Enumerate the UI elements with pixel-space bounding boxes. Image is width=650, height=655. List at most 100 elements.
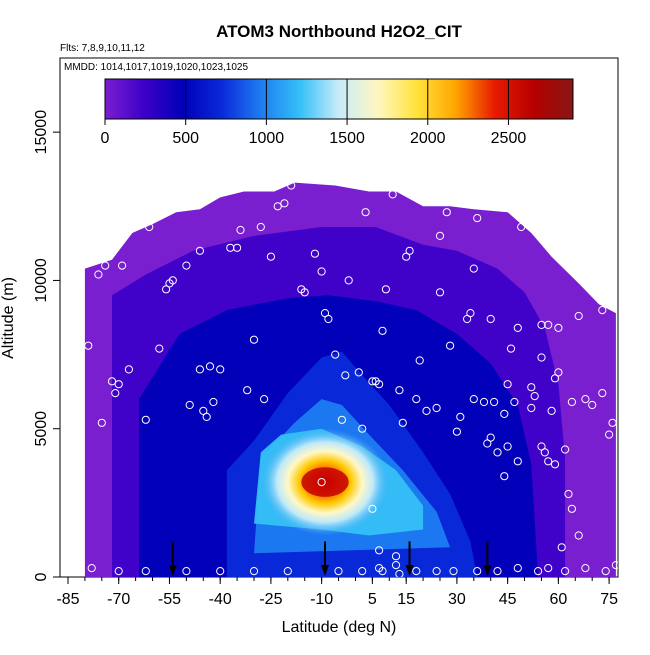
sample-point: [398, 418, 407, 427]
sample-point: [391, 561, 401, 570]
sample-point: [506, 344, 516, 353]
sample-point: [233, 243, 242, 252]
sample-point: [243, 386, 252, 395]
x-tick-label: -40: [209, 591, 232, 608]
sample-point: [155, 344, 164, 353]
chart-title: ATOM3 Northbound H2O2_CIT: [216, 22, 462, 41]
sample-point: [402, 252, 411, 261]
sample-point: [446, 341, 455, 350]
sample-point: [216, 365, 225, 374]
profile-marker-arrow: [483, 541, 492, 576]
sample-point: [195, 365, 204, 374]
sample-point: [114, 380, 123, 389]
sample-point: [466, 309, 475, 318]
sample-point: [473, 567, 482, 576]
sample-point: [87, 564, 96, 573]
sample-point: [432, 567, 441, 576]
sample-point: [452, 427, 461, 436]
sample-point: [368, 377, 377, 386]
sample-point: [493, 567, 502, 576]
colorbar: 0 500 1000 1500 2000 2500: [101, 78, 574, 147]
sample-point: [185, 400, 194, 410]
sample-point: [331, 350, 340, 359]
sample-point: [500, 472, 509, 481]
sample-point: [368, 504, 377, 513]
sample-point: [517, 222, 526, 232]
sample-point: [354, 368, 363, 377]
sample-point: [256, 222, 265, 232]
sample-point: [527, 403, 536, 413]
sample-point: [527, 383, 536, 392]
sample-point: [199, 406, 208, 415]
sample-point: [388, 190, 397, 199]
sample-point: [588, 400, 597, 410]
sample-point: [530, 392, 539, 401]
sample-point: [601, 567, 610, 576]
sample-point: [358, 567, 367, 576]
sample-point: [141, 567, 150, 576]
sample-point: [317, 478, 326, 487]
sample-point: [598, 389, 607, 398]
sample-point: [317, 267, 326, 276]
sample-point: [550, 460, 560, 469]
x-axis: -85 -70 -55 -40 -25 -10 5 15 30 45 60 75: [56, 577, 618, 608]
sample-point: [395, 569, 404, 577]
sample-point: [266, 252, 275, 261]
sample-point: [415, 356, 424, 365]
sample-point: [493, 448, 502, 457]
sample-point: [544, 457, 553, 466]
sample-point: [320, 309, 330, 318]
sample-point: [209, 397, 218, 407]
sample-point: [534, 567, 543, 576]
sample-point: [114, 567, 123, 576]
sample-point: [287, 181, 296, 190]
sample-point: [554, 368, 563, 377]
sample-point: [554, 323, 563, 332]
sample-point: [341, 371, 350, 380]
x-tick-label: -70: [107, 591, 130, 608]
y-axis-label: Altitude (m): [0, 277, 17, 359]
sample-point: [205, 362, 215, 371]
sample-point: [395, 386, 404, 395]
sample-point: [280, 199, 289, 208]
profile-markers: [168, 541, 492, 576]
sample-point: [513, 564, 522, 573]
colorbar-tick-label: 1000: [249, 130, 285, 147]
sample-point: [378, 326, 387, 335]
sample-point: [111, 389, 120, 398]
chart-subtitle: Flts: 7,8,9,10,11,12: [60, 43, 145, 54]
sample-point: [422, 406, 431, 415]
y-tick-label: 0: [33, 572, 50, 581]
colorbar-tick-label: 1500: [329, 130, 365, 147]
x-tick-label: -85: [56, 591, 79, 608]
y-tick-label: 5000: [33, 411, 50, 447]
y-tick-label: 10000: [33, 258, 50, 303]
sample-point: [337, 415, 346, 424]
sample-point: [537, 353, 546, 362]
sample-point: [537, 320, 546, 329]
sample-point: [412, 395, 421, 404]
x-tick-label: -55: [158, 591, 181, 608]
sample-point: [479, 397, 489, 407]
x-tick-label: 5: [368, 591, 377, 608]
sample-point: [195, 246, 204, 255]
colorbar-ramp: [104, 78, 574, 120]
sample-point: [564, 489, 573, 499]
sample-point: [581, 395, 590, 404]
x-tick-label: -10: [310, 591, 333, 608]
x-tick-label: 75: [600, 591, 618, 608]
sample-point: [97, 418, 106, 427]
heatmap-field: [84, 182, 616, 577]
sample-point: [469, 264, 478, 273]
sample-point: [310, 249, 319, 258]
sample-point: [513, 323, 522, 332]
sample-point: [544, 564, 553, 573]
sample-point: [574, 531, 583, 540]
sample-point: [300, 288, 309, 297]
sample-point: [375, 380, 384, 389]
sample-point: [567, 504, 577, 513]
x-axis-label: Latitude (deg N): [282, 619, 397, 636]
x-tick-label: 30: [448, 591, 466, 608]
